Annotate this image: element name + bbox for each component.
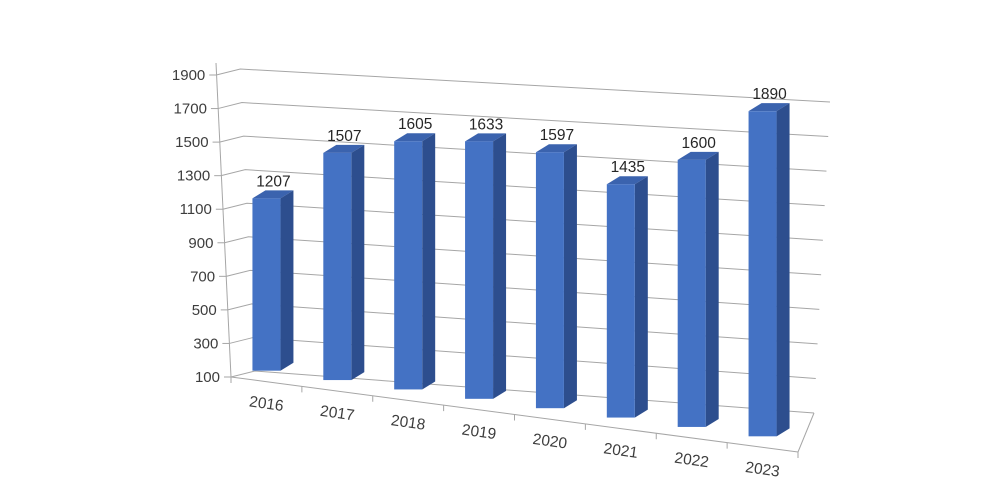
bar-front-face [465,141,494,399]
gridline [230,370,815,414]
bar-front-face [394,141,423,390]
bar-side-face [705,151,719,427]
bar-top-face [252,190,294,199]
data-label-2022: 1600 [681,135,716,152]
bar-front-face [323,152,352,381]
data-label-2023: 1890 [752,86,787,103]
bar-top-face [394,133,436,142]
category-label: 2016 [248,393,285,415]
bar-top-face [606,176,648,185]
bar-top-face [465,133,507,142]
bar-front-face [606,184,635,418]
gridline [227,303,818,345]
data-labels: 1207 1507 1605 1633 1597 1435 1600 1890 [256,86,787,190]
bar-2021 [606,176,648,418]
gridlines [209,68,831,414]
gridline [217,102,829,138]
category-label: 2022 [673,450,710,472]
bar-front-face [677,159,706,427]
value-axis-label: 900 [188,235,213,252]
bar-2020 [535,144,577,409]
data-label-2016: 1207 [256,173,290,190]
bar-top-face [323,144,365,153]
bar-side-face [422,133,436,390]
bar-top-face [677,151,719,160]
bar-front-face [748,111,777,437]
bar-front-face [252,198,281,371]
value-axis-line [215,62,232,378]
data-label-2018: 1605 [398,116,432,133]
bar-2016 [252,190,294,371]
bar-top-face [535,144,577,153]
bar-side-face [493,133,507,399]
bars [252,103,790,437]
bar-side-face [634,176,648,418]
value-axis-label: 500 [192,302,217,319]
data-label-2021: 1435 [611,159,645,176]
bar-2022 [677,151,719,427]
gridline [225,269,820,310]
data-label-2019: 1633 [469,116,503,133]
category-label: 2020 [532,431,569,453]
gridline [229,336,816,379]
value-axis-label: 1700 [174,101,207,118]
gridline [219,135,827,172]
gridline [222,202,823,241]
data-label-2020: 1597 [540,127,574,144]
value-axis-label: 700 [190,268,215,285]
bar-2017 [323,144,365,381]
bar-front-face [535,152,564,409]
value-axis: 100 300 500 700 900 1100 1300 1500 1700 1900 [172,62,232,386]
gridline [224,236,822,276]
data-label-2017: 1507 [327,128,361,145]
category-label: 2018 [390,412,427,434]
bar-side-face [776,103,790,437]
category-label: 2021 [602,440,639,462]
category-axis: 2016 2017 2018 2019 2020 2021 2022 2023 [230,376,815,481]
bar-top-face [748,103,790,112]
value-axis-label: 1300 [177,168,210,185]
value-axis-label: 1100 [180,201,212,218]
bar-side-face [351,144,365,381]
category-label: 2023 [744,459,781,481]
value-axis-label: 300 [193,335,218,352]
bar-side-face [563,144,577,409]
bar-side-face [280,190,294,371]
category-label: 2017 [319,403,356,425]
gridline [221,169,825,207]
value-axis-label: 1500 [175,134,208,151]
bar-2018 [394,133,436,390]
value-axis-label: 100 [195,369,220,386]
value-axis-label: 1900 [172,67,205,84]
floor-right-edge [797,412,815,453]
gridline [216,68,831,103]
category-label: 2019 [461,421,498,443]
bar-2019 [465,133,507,399]
bar-2023 [748,103,790,437]
